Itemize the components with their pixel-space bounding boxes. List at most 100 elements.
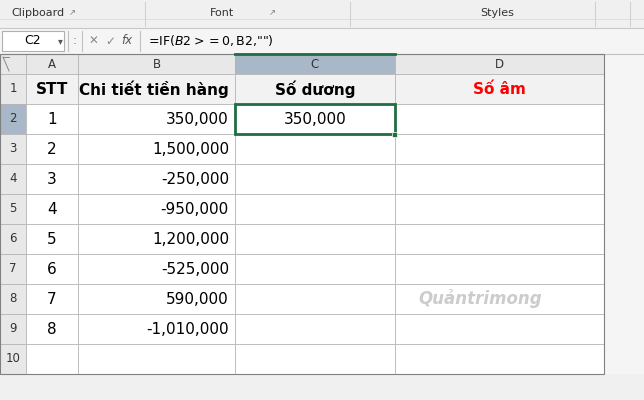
Text: -525,000: -525,000: [161, 262, 229, 276]
Text: 8: 8: [47, 322, 57, 336]
Bar: [26, 314, 78, 344]
Bar: [78, 104, 235, 134]
Text: STT: STT: [36, 82, 68, 96]
Text: ↗: ↗: [269, 8, 276, 17]
Bar: [395, 284, 604, 314]
Text: 6: 6: [9, 232, 17, 246]
Text: Font: Font: [210, 8, 234, 18]
Text: =IF($B2>=0,$B2,""): =IF($B2>=0,$B2,""): [148, 34, 274, 48]
Text: Chi tiết tiền hàng: Chi tiết tiền hàng: [79, 80, 229, 98]
Text: 8: 8: [9, 292, 17, 306]
Bar: [78, 254, 235, 284]
Bar: [235, 54, 395, 74]
Bar: [235, 224, 395, 254]
Bar: [0, 164, 26, 194]
Text: 3: 3: [47, 172, 57, 186]
Bar: [0, 194, 26, 224]
Bar: [26, 194, 78, 224]
Bar: [78, 224, 235, 254]
Bar: [2, 31, 64, 51]
Text: 5: 5: [9, 202, 17, 216]
Text: 1,200,000: 1,200,000: [152, 232, 229, 246]
Bar: [395, 314, 604, 344]
Bar: [395, 254, 604, 284]
Bar: [235, 134, 395, 164]
Text: ▾: ▾: [57, 36, 62, 46]
Text: 9: 9: [9, 322, 17, 336]
Text: ✕: ✕: [88, 34, 98, 48]
Text: ✓: ✓: [105, 34, 115, 48]
Bar: [395, 74, 604, 104]
Text: 10: 10: [6, 352, 21, 366]
Text: Số âm: Số âm: [473, 82, 526, 96]
Text: D: D: [495, 58, 504, 70]
Bar: [78, 74, 235, 104]
Bar: [26, 164, 78, 194]
Text: 3: 3: [9, 142, 17, 156]
Bar: [0, 134, 26, 164]
Bar: [78, 134, 235, 164]
Text: 2: 2: [9, 112, 17, 126]
Text: 7: 7: [9, 262, 17, 276]
Bar: [395, 164, 604, 194]
Text: :: :: [73, 34, 77, 48]
Text: -250,000: -250,000: [161, 172, 229, 186]
Text: 4: 4: [47, 202, 57, 216]
Text: 7: 7: [47, 292, 57, 306]
Bar: [26, 284, 78, 314]
Bar: [0, 314, 26, 344]
Bar: [78, 284, 235, 314]
Bar: [604, 54, 644, 374]
Bar: [395, 344, 604, 374]
Bar: [395, 134, 604, 164]
Text: -1,010,000: -1,010,000: [146, 322, 229, 336]
Bar: [78, 194, 235, 224]
Bar: [235, 164, 395, 194]
Bar: [395, 224, 604, 254]
Text: Số dương: Số dương: [275, 80, 355, 98]
Bar: [0, 104, 26, 134]
Bar: [0, 54, 26, 74]
Text: ↗: ↗: [68, 8, 75, 17]
Bar: [0, 344, 26, 374]
Text: B: B: [153, 58, 160, 70]
Bar: [235, 284, 395, 314]
Text: 350,000: 350,000: [166, 112, 229, 126]
Bar: [395, 104, 604, 134]
Bar: [235, 314, 395, 344]
Text: 590,000: 590,000: [166, 292, 229, 306]
Bar: [78, 164, 235, 194]
Bar: [26, 254, 78, 284]
Bar: [392, 132, 397, 136]
Text: fx: fx: [122, 34, 133, 48]
Bar: [0, 54, 604, 374]
Bar: [235, 254, 395, 284]
Bar: [235, 194, 395, 224]
Text: C2: C2: [24, 34, 41, 48]
Text: 5: 5: [47, 232, 57, 246]
Text: 1: 1: [9, 82, 17, 96]
Bar: [26, 344, 78, 374]
Text: Styles: Styles: [480, 8, 514, 18]
Bar: [235, 344, 395, 374]
Text: -950,000: -950,000: [161, 202, 229, 216]
Bar: [235, 104, 395, 134]
Text: Clipboard: Clipboard: [12, 8, 64, 18]
Bar: [0, 224, 26, 254]
Bar: [26, 134, 78, 164]
Bar: [0, 28, 644, 54]
Bar: [0, 284, 26, 314]
Bar: [78, 54, 235, 74]
Bar: [235, 74, 395, 104]
Bar: [0, 0, 644, 28]
Bar: [0, 74, 26, 104]
Bar: [26, 74, 78, 104]
Text: 1,500,000: 1,500,000: [152, 142, 229, 156]
Bar: [235, 104, 395, 134]
Bar: [0, 54, 644, 374]
Bar: [26, 224, 78, 254]
Bar: [395, 194, 604, 224]
Bar: [78, 344, 235, 374]
Text: A: A: [48, 58, 56, 70]
Text: Quảntrimong: Quảntrimong: [418, 290, 542, 308]
